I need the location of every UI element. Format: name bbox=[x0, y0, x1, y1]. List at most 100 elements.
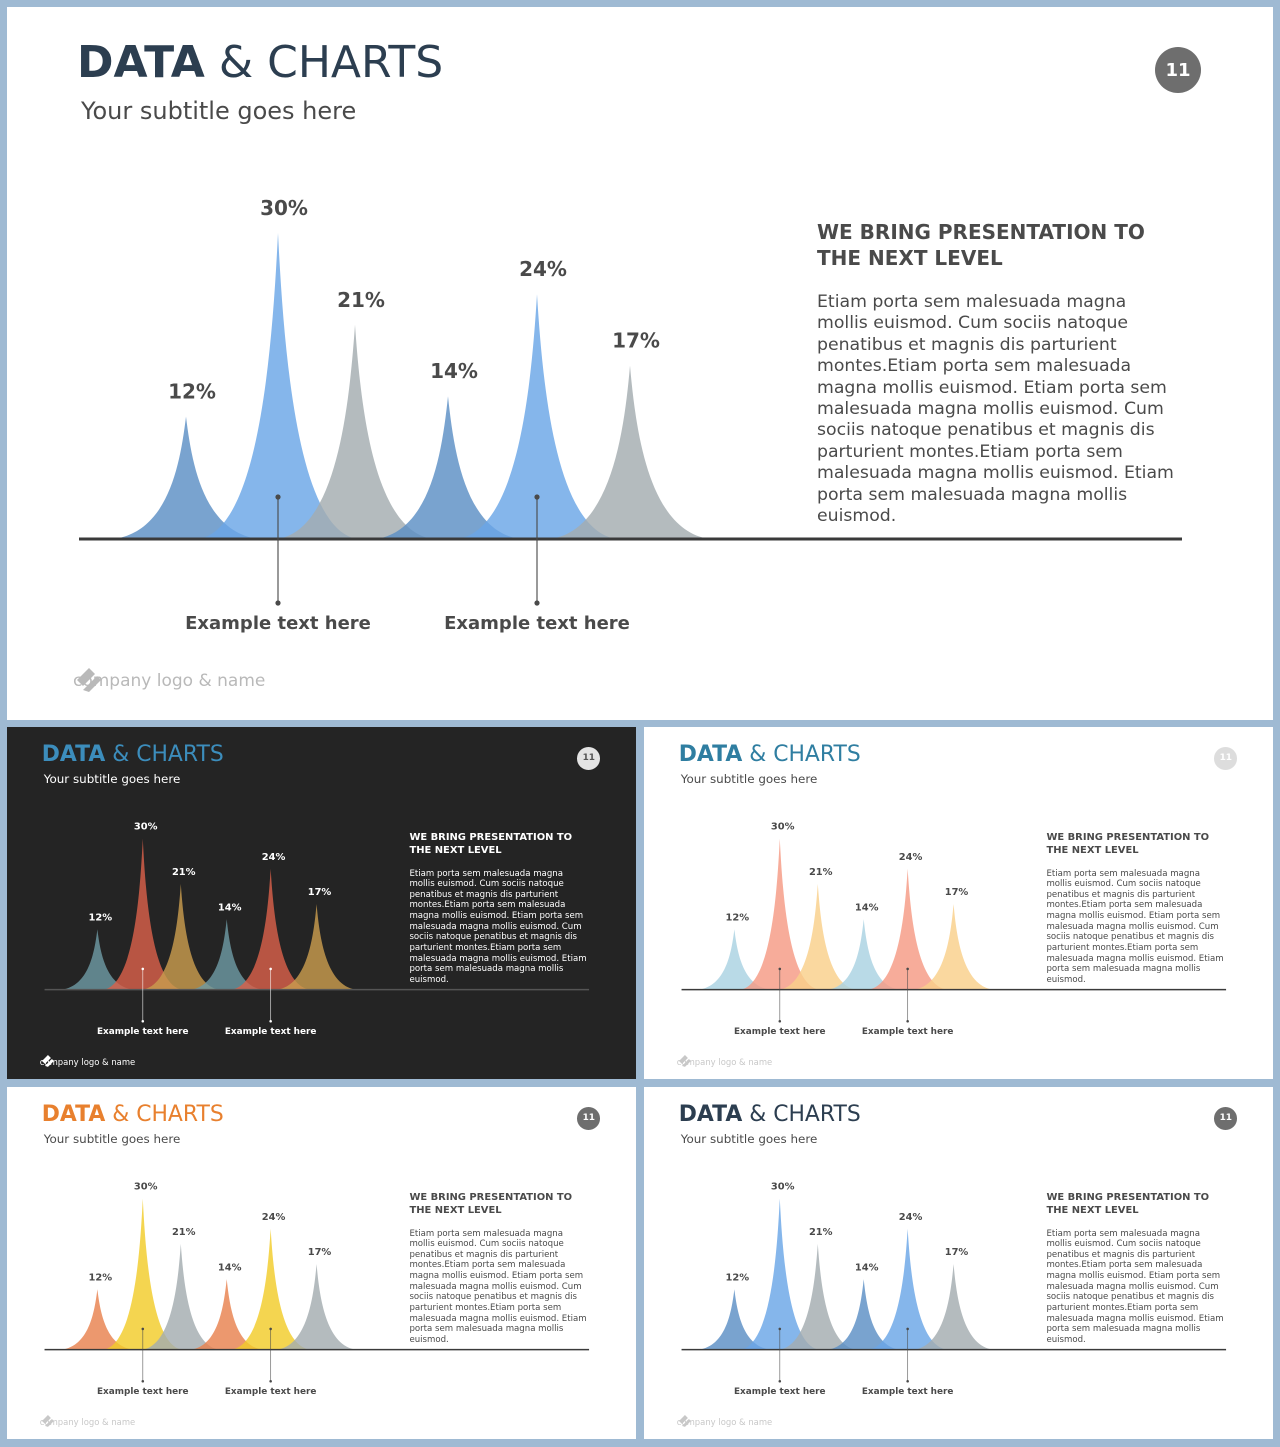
company-logo: company logo & name bbox=[40, 1413, 135, 1430]
peak-3 bbox=[779, 1243, 857, 1350]
callout-text-1: Example text here bbox=[734, 1027, 826, 1037]
text-body: Etiam porta sem malesuada magna mollis e… bbox=[1046, 1228, 1224, 1345]
peak-label-5: 24% bbox=[262, 1212, 286, 1223]
logo-text: company logo & name bbox=[39, 1416, 136, 1427]
slide-subtitle: Your subtitle goes here bbox=[43, 771, 181, 786]
peak-3 bbox=[277, 324, 433, 539]
callout-text-1: Example text here bbox=[734, 1387, 826, 1397]
callout-dot bbox=[275, 600, 281, 606]
slide-dark[interactable]: DATA & CHARTS Your subtitle goes here 11 WE… bbox=[7, 727, 636, 1079]
slide-subtitle: Your subtitle goes here bbox=[81, 97, 357, 125]
peak-label-1: 12% bbox=[168, 380, 216, 404]
title-bold-word: DATA bbox=[41, 1101, 106, 1127]
peak-5 bbox=[868, 868, 948, 990]
peak-1 bbox=[698, 929, 770, 990]
logo-mark-icon bbox=[77, 668, 101, 692]
callout-text-2: Example text here bbox=[444, 613, 630, 634]
logo-mark-icon bbox=[678, 1415, 691, 1428]
peak-label-4: 14% bbox=[218, 1262, 242, 1273]
peak-label-6: 17% bbox=[308, 887, 332, 898]
text-heading: WE BRING PRESENTATION TO THE NEXT LEVEL bbox=[817, 220, 1145, 270]
callout-text-2: Example text here bbox=[225, 1027, 317, 1037]
slide-main: DATA & CHARTS Your subtitle goes here 11 WE… bbox=[7, 7, 1273, 720]
text-body: Etiam porta sem malesuada magna mollis e… bbox=[409, 1228, 587, 1345]
page-number-badge: 11 bbox=[577, 1106, 601, 1130]
title-bold-word: DATA bbox=[77, 37, 205, 88]
page-number-badge: 11 bbox=[1214, 1106, 1238, 1130]
peak-label-5: 24% bbox=[899, 852, 923, 863]
peak-1 bbox=[61, 1289, 133, 1350]
text-heading: WE BRING PRESENTATION TO THE NEXT LEVEL bbox=[409, 1192, 573, 1217]
peak-label-1: 12% bbox=[726, 912, 750, 923]
peak-1 bbox=[698, 1289, 770, 1350]
callout-dot bbox=[906, 967, 909, 971]
peak-label-1: 12% bbox=[89, 1272, 113, 1283]
peak-4 bbox=[191, 1279, 263, 1350]
company-logo: company logo & name bbox=[677, 1413, 772, 1430]
logo-mark-icon bbox=[678, 1055, 691, 1068]
peak-label-6: 17% bbox=[945, 1247, 969, 1258]
peak-6 bbox=[914, 904, 994, 990]
title-bold-word: DATA bbox=[41, 741, 106, 767]
slide-blue[interactable]: DATA & CHARTS Your subtitle goes here 11 WE… bbox=[644, 1087, 1273, 1439]
slide-warm[interactable]: DATA & CHARTS Your subtitle goes here 11 WE… bbox=[7, 1087, 636, 1439]
peak-chart: 12% 30% 21% 14% 24% 17% Example text here Examp… bbox=[79, 196, 1182, 634]
peak-label-6: 17% bbox=[612, 329, 660, 353]
peak-6 bbox=[277, 904, 357, 990]
peak-2 bbox=[103, 838, 183, 990]
peak-1 bbox=[114, 416, 258, 539]
callout-text-2: Example text here bbox=[225, 1387, 317, 1397]
callout-dot bbox=[778, 1019, 782, 1023]
title-bold-word: DATA bbox=[678, 1101, 743, 1127]
text-heading: WE BRING PRESENTATION TO THE NEXT LEVEL bbox=[1046, 832, 1210, 857]
peak-4 bbox=[191, 919, 263, 990]
callout-dot bbox=[141, 1379, 145, 1383]
peak-1 bbox=[61, 929, 133, 990]
company-logo: company logo & name bbox=[73, 664, 265, 698]
peak-label-4: 14% bbox=[218, 902, 242, 913]
title-rest: & CHARTS bbox=[749, 741, 861, 767]
title-rest: & CHARTS bbox=[112, 741, 224, 767]
peak-2 bbox=[740, 838, 820, 990]
text-body: Etiam porta sem malesuada magna mollis e… bbox=[409, 868, 587, 985]
callout-text-2: Example text here bbox=[862, 1027, 954, 1037]
peak-2 bbox=[740, 1198, 820, 1350]
peak-3 bbox=[142, 1243, 220, 1350]
peak-label-3: 21% bbox=[809, 867, 833, 878]
logo-mark-icon bbox=[41, 1415, 54, 1428]
callout-dot bbox=[269, 1019, 272, 1023]
callout-dot bbox=[269, 1327, 272, 1331]
peak-chart: 12% 30% 21% 14% 24% 17% Example text here Examp… bbox=[44, 1182, 590, 1397]
peak-3 bbox=[142, 883, 220, 990]
company-logo: company logo & name bbox=[677, 1053, 772, 1070]
peak-5 bbox=[231, 868, 311, 990]
page-number-badge: 11 bbox=[577, 746, 601, 770]
callout-dot bbox=[906, 1379, 909, 1383]
text-body: Etiam porta sem malesuada magna mollis e… bbox=[1046, 868, 1224, 985]
slide-pastel[interactable]: DATA & CHARTS Your subtitle goes here 11 WE… bbox=[644, 727, 1273, 1079]
callout-dot bbox=[141, 1019, 145, 1023]
peak-label-4: 14% bbox=[855, 902, 879, 913]
callout-dot bbox=[778, 1327, 782, 1331]
title-rest: & CHARTS bbox=[749, 1101, 861, 1127]
callout-text-2: Example text here bbox=[862, 1387, 954, 1397]
peak-chart: 12% 30% 21% 14% 24% 17% Example text here Examp… bbox=[681, 822, 1227, 1037]
page-number-badge: 11 bbox=[1155, 47, 1201, 93]
peak-label-3: 21% bbox=[809, 1227, 833, 1238]
peak-label-6: 17% bbox=[945, 887, 969, 898]
peak-label-4: 14% bbox=[855, 1262, 879, 1273]
peak-5 bbox=[868, 1228, 948, 1350]
peak-label-5: 24% bbox=[262, 852, 286, 863]
callout-dot bbox=[141, 967, 145, 971]
logo-text: company logo & name bbox=[676, 1056, 773, 1067]
text-heading: WE BRING PRESENTATION TO THE NEXT LEVEL bbox=[409, 832, 573, 857]
peak-label-5: 24% bbox=[899, 1212, 923, 1223]
text-body: Etiam porta sem malesuada magna mollis e… bbox=[817, 292, 1174, 527]
text-heading: WE BRING PRESENTATION TO THE NEXT LEVEL bbox=[1046, 1192, 1210, 1217]
logo-text: company logo & name bbox=[39, 1056, 136, 1067]
title-rest: & CHARTS bbox=[112, 1101, 224, 1127]
slide-title: DATA & CHARTS bbox=[679, 742, 861, 767]
peak-label-2: 30% bbox=[134, 822, 158, 833]
callout-text-1: Example text here bbox=[97, 1387, 189, 1397]
callout-dot bbox=[778, 1379, 782, 1383]
